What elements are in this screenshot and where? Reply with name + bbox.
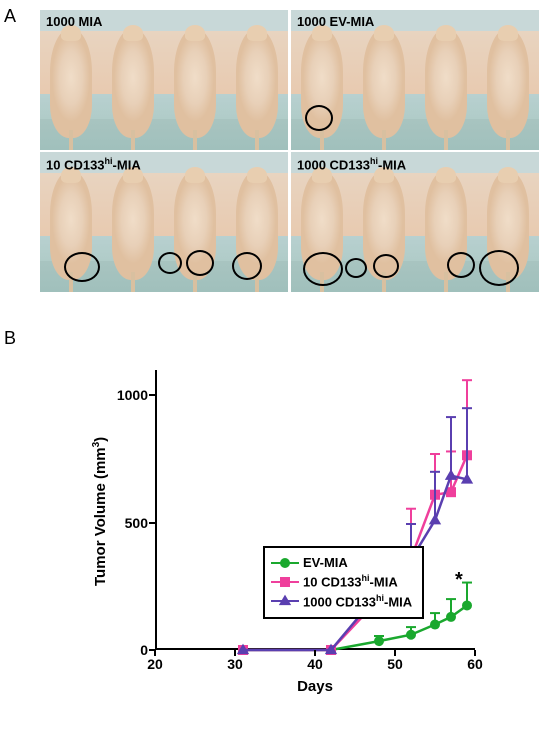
plot-area: Days 050010002030405060*EV-MIA10 CD133hi… xyxy=(155,370,475,650)
tumor-circle xyxy=(186,250,214,276)
panel-b-label: B xyxy=(4,328,16,349)
panel-a-photo-grid: 1000 MIA 1000 EV-MIA 10 CD133hi-MIA 1000 CD… xyxy=(40,10,540,292)
legend-label: EV-MIA xyxy=(303,554,348,572)
mouse-photo: 1000 EV-MIA xyxy=(291,10,539,150)
tumor-circle xyxy=(232,252,262,280)
x-tick-label: 40 xyxy=(307,656,323,672)
y-tick xyxy=(149,394,155,396)
tumor-circle xyxy=(447,252,475,278)
x-tick-label: 20 xyxy=(147,656,163,672)
x-axis-title: Days xyxy=(297,678,333,695)
mouse-silhouette xyxy=(112,28,154,138)
tumor-circle xyxy=(373,254,399,278)
mouse-silhouette xyxy=(487,28,529,138)
legend-row: 1000 CD133hi-MIA xyxy=(271,592,412,612)
x-tick-label: 30 xyxy=(227,656,243,672)
legend-row: 10 CD133hi-MIA xyxy=(271,572,412,592)
y-axis-title: Tumor Volume (mm3) xyxy=(91,436,109,585)
significance-star: * xyxy=(455,569,463,592)
mouse-photo: 10 CD133hi-MIA xyxy=(40,152,288,292)
tumor-circle xyxy=(64,252,100,282)
legend-row: EV-MIA xyxy=(271,554,412,572)
legend-label: 10 CD133hi-MIA xyxy=(303,572,398,592)
legend-symbol xyxy=(271,575,299,589)
y-tick xyxy=(149,522,155,524)
mouse-silhouette xyxy=(174,28,216,138)
photo-label: 10 CD133hi-MIA xyxy=(46,156,141,172)
x-tick-label: 50 xyxy=(387,656,403,672)
y-tick-label: 0 xyxy=(103,642,148,658)
mouse-silhouette xyxy=(425,28,467,138)
legend-symbol xyxy=(271,594,299,608)
panel-a-label: A xyxy=(4,6,16,27)
tumor-circle xyxy=(303,252,343,286)
tumor-circle xyxy=(158,252,182,274)
mouse-photo: 1000 MIA xyxy=(40,10,288,150)
photo-label: 1000 CD133hi-MIA xyxy=(297,156,406,172)
tumor-circle xyxy=(345,258,367,278)
mouse-silhouette xyxy=(50,28,92,138)
chart-legend: EV-MIA10 CD133hi-MIA1000 CD133hi-MIA xyxy=(263,546,424,619)
mouse-silhouette xyxy=(363,28,405,138)
mouse-silhouette xyxy=(236,28,278,138)
y-tick-label: 1000 xyxy=(103,387,148,403)
tumor-circle xyxy=(479,250,519,286)
legend-label: 1000 CD133hi-MIA xyxy=(303,592,412,612)
tumor-volume-chart: Tumor Volume (mm3) Days 0500100020304050… xyxy=(95,370,495,690)
photo-label: 1000 EV-MIA xyxy=(297,14,374,29)
legend-symbol xyxy=(271,556,299,570)
mouse-silhouette xyxy=(112,170,154,280)
tumor-circle xyxy=(305,105,333,131)
y-tick-label: 500 xyxy=(103,515,148,531)
photo-label: 1000 MIA xyxy=(46,14,102,29)
mouse-photo: 1000 CD133hi-MIA xyxy=(291,152,539,292)
x-tick-label: 60 xyxy=(467,656,483,672)
